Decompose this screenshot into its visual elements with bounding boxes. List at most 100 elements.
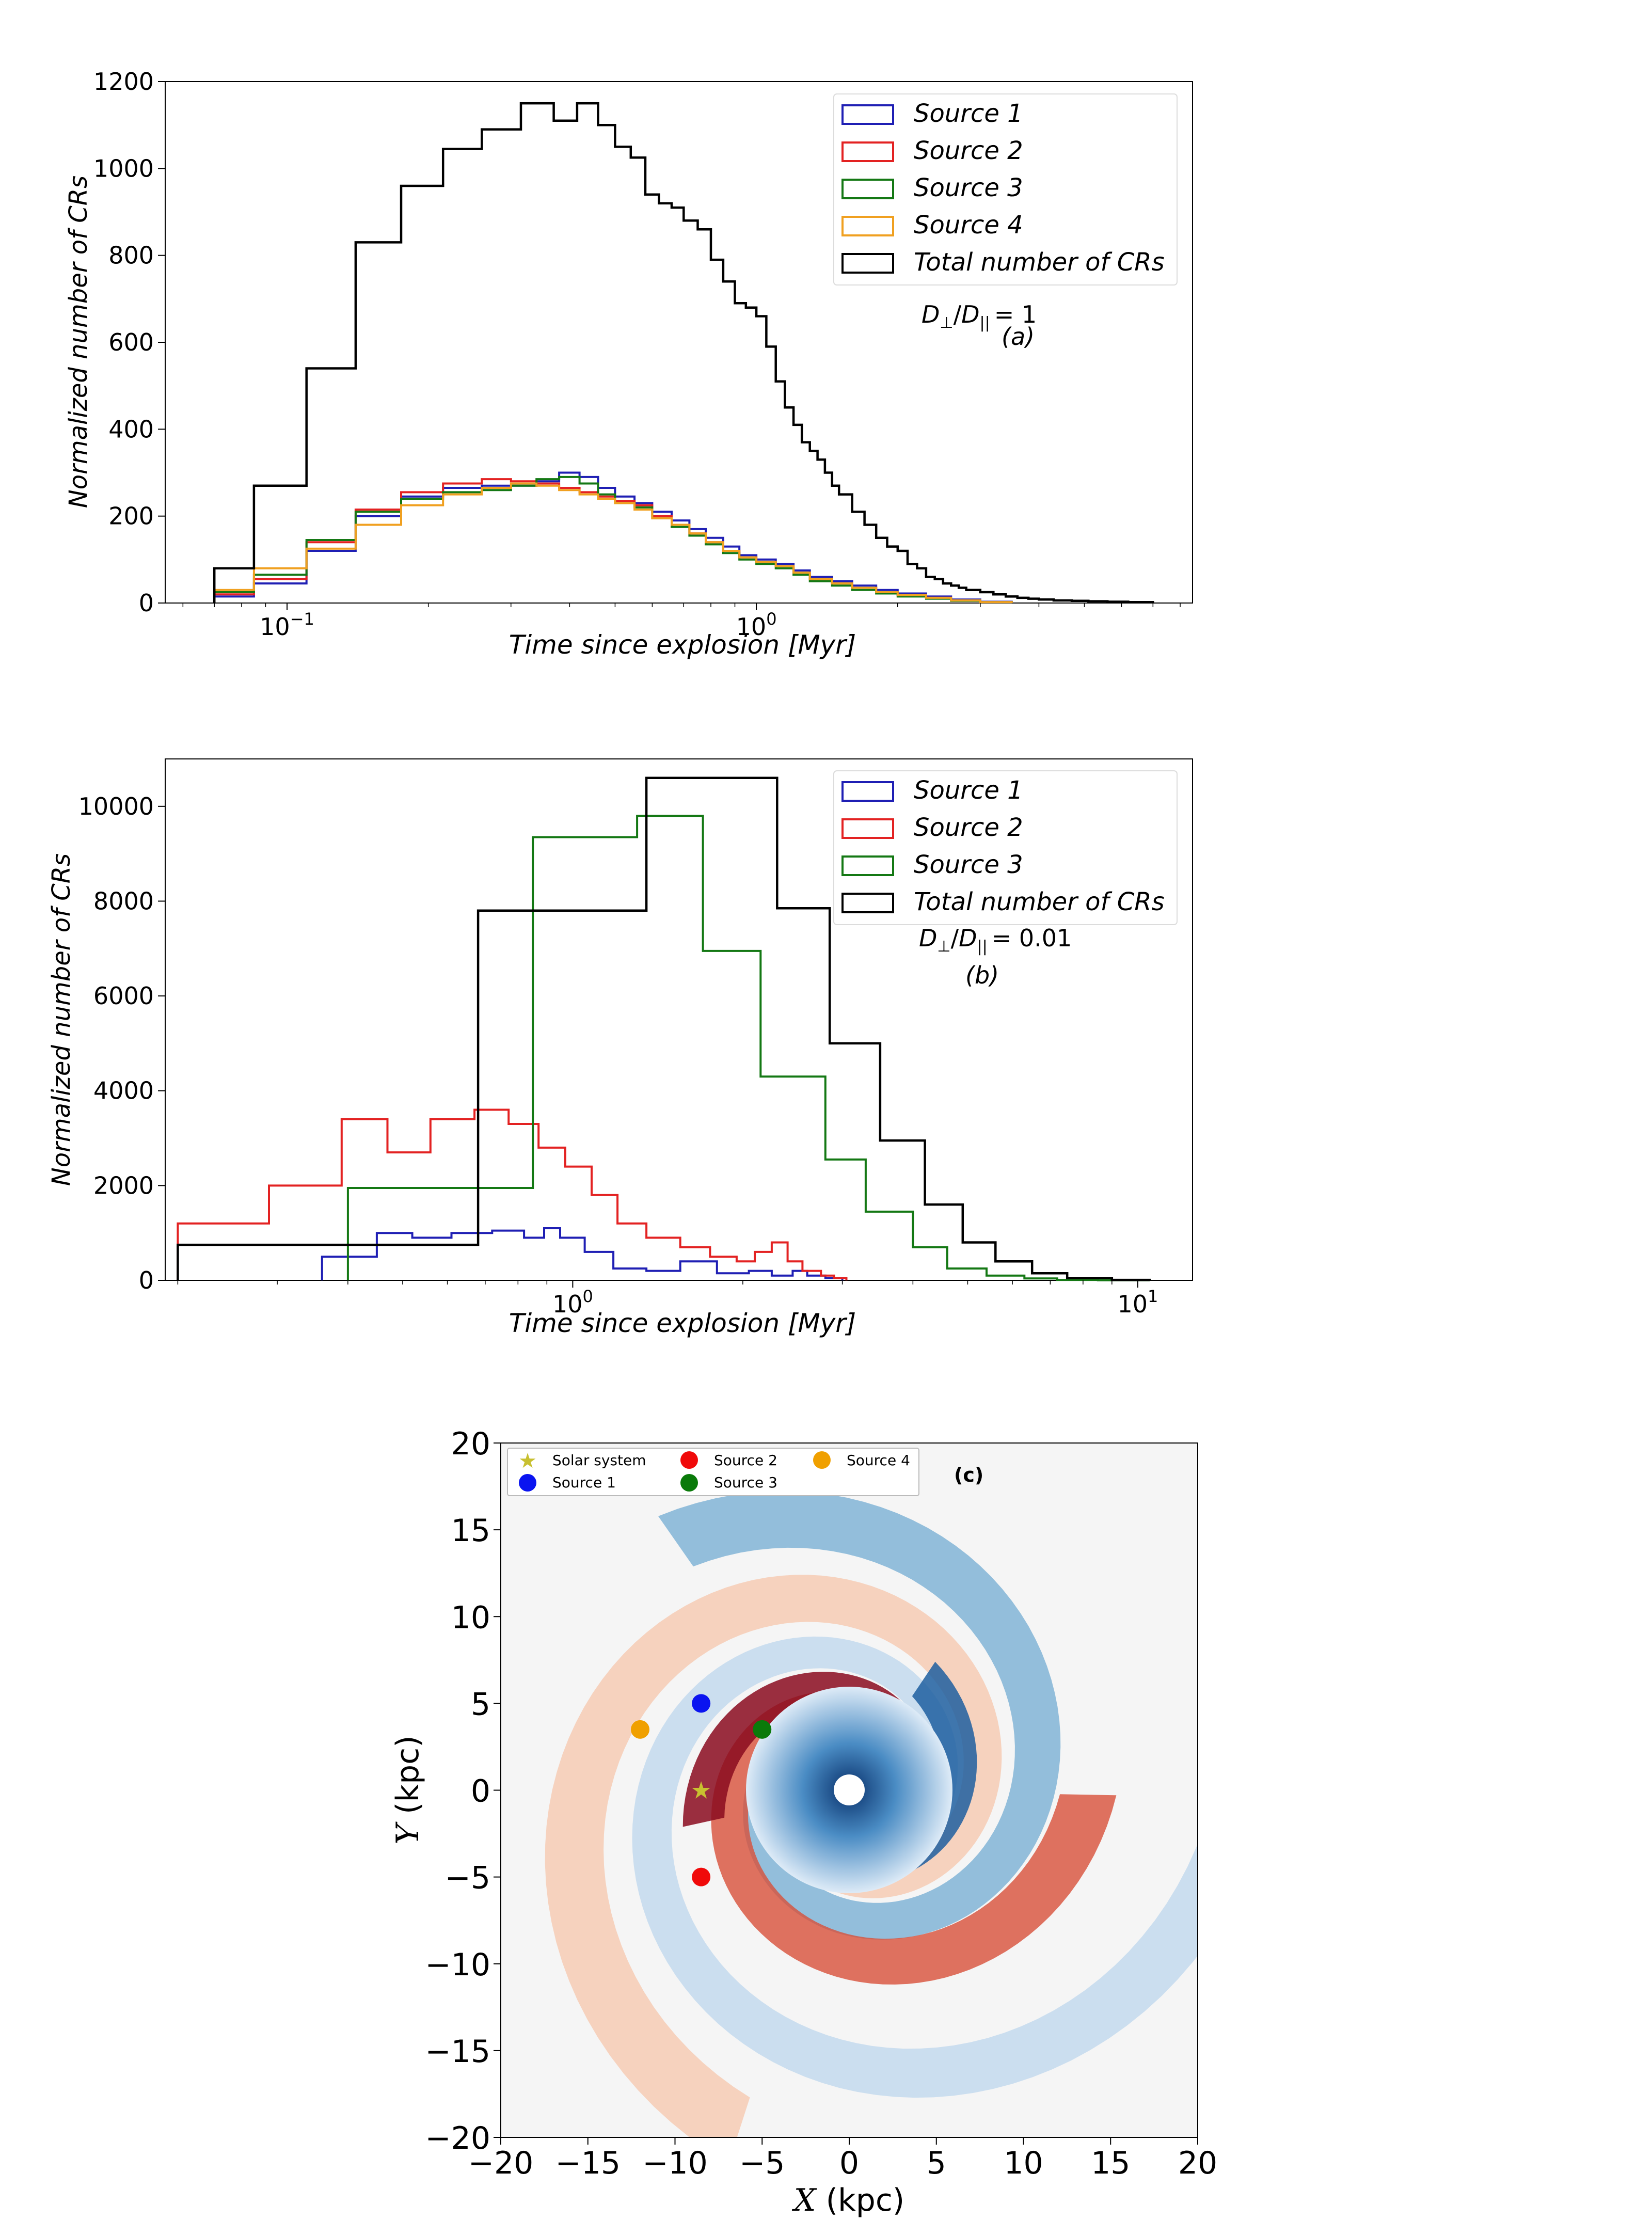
- panel-a-ratio-label: D⊥/D|| = 1: [922, 300, 1037, 332]
- ytick-label: 4000: [93, 1077, 154, 1105]
- hist-source-4: [213, 482, 1013, 604]
- panel-b-xticks: 100 101: [177, 1280, 1158, 1318]
- point-source-1: [692, 1694, 711, 1713]
- panel-a-legend-box: [833, 93, 1178, 286]
- panel-b-legend-box: [833, 770, 1178, 925]
- panel-b-ylabel: Normalized number of CRs: [47, 853, 76, 1186]
- panel-a-xticks: 10−1 100: [182, 603, 1181, 641]
- legend-label-source-3: Source 3: [714, 1474, 777, 1491]
- ytick-label: 1200: [93, 68, 154, 96]
- xtick-label: 5: [927, 2145, 946, 2181]
- xtick-label: 100: [552, 1287, 593, 1318]
- ytick-label: −10: [425, 1947, 490, 1983]
- legend-label-source-2: Source 2: [914, 813, 1023, 842]
- legend-label-solar-system: Solar system: [552, 1452, 646, 1469]
- ytick-label: 0: [139, 589, 154, 617]
- arm-red-mid: [711, 1691, 1117, 1985]
- ytick-label: 20: [451, 1426, 490, 1462]
- point-source-3: [753, 1720, 772, 1739]
- xtick-label: 15: [1091, 2145, 1130, 2181]
- xtick-label: −15: [555, 2145, 621, 2181]
- ytick-label: −15: [425, 2034, 490, 2070]
- legend-label-source-2: Source 2: [914, 136, 1023, 165]
- galactic-center-hole: [834, 1774, 865, 1805]
- legend-swatch-source-2: [841, 141, 894, 162]
- xtick-label: 100: [736, 609, 777, 641]
- ytick-label: 5: [471, 1686, 490, 1722]
- panel-c-spiral-field: [545, 1491, 1198, 2137]
- panel-b-annotation: (b): [965, 961, 999, 989]
- panel-b-frame: [165, 758, 1193, 1281]
- ytick-label: 600: [108, 328, 154, 356]
- ytick-label: 10: [451, 1599, 490, 1636]
- panel-a-annotation: (a): [1002, 323, 1035, 351]
- legend-swatch-source-4: [841, 216, 894, 236]
- panel-c-xlabel: X (kpc): [792, 2182, 904, 2218]
- panel-c-ylabel: Y (kpc): [390, 1735, 426, 1844]
- legend-label-source-3: Source 3: [914, 850, 1023, 879]
- legend-label-total: Total number of CRs: [914, 248, 1165, 277]
- point-source-4: [631, 1720, 649, 1739]
- panel-b-legend: Source 1 Source 2 Source 3 Total number …: [833, 770, 1178, 925]
- legend-label-source-3: Source 3: [914, 173, 1023, 202]
- ytick-label: 6000: [93, 982, 154, 1010]
- xtick-label: −10: [642, 2145, 708, 2181]
- panel-c-points: ★: [631, 1694, 772, 1886]
- panel-c-galaxy-map: ★ −20 −15 −10 −5 0 5 10 15 20 −20 −15 −10 −5 0 5 10 15 2…: [390, 1426, 1217, 2218]
- legend-swatch-source-3: [841, 855, 894, 876]
- ytick-label: 2000: [93, 1171, 154, 1199]
- panel-a-legend: Source 1 Source 2 Source 3 Source 4 Tota…: [833, 93, 1178, 286]
- panel-c-yticks: −20 −15 −10 −5 0 5 10 15 20: [425, 1426, 501, 2156]
- legend-marker-source-2: [680, 1451, 698, 1469]
- hist-source-1: [213, 471, 1013, 603]
- panel-a-xlabel: Time since explosion [Myr]: [509, 630, 856, 660]
- hist-source-3: [346, 815, 1151, 1281]
- ytick-label: 8000: [93, 887, 154, 915]
- ytick-label: 15: [451, 1513, 490, 1549]
- ytick-label: −5: [445, 1860, 490, 1896]
- hist-source-2: [177, 1108, 848, 1280]
- xtick-label: −5: [739, 2145, 785, 2181]
- panel-c-xticks: −20 −15 −10 −5 0 5 10 15 20: [468, 2137, 1217, 2181]
- legend-marker-source-3: [680, 1474, 698, 1492]
- legend-swatch-source-1: [841, 104, 894, 125]
- legend-label-total: Total number of CRs: [914, 887, 1165, 916]
- ytick-label: 0: [471, 1773, 490, 1810]
- panel-b-ratio-label: D⊥/D|| = 0.01: [919, 924, 1072, 956]
- point-source-2: [692, 1867, 711, 1886]
- legend-label-source-1: Source 1: [914, 99, 1023, 128]
- panel-b-histogram: 0 2000 4000 6000 8000 10000 100 101 Time since…: [47, 758, 1193, 1338]
- panel-c-annotation: (c): [954, 1464, 983, 1486]
- legend-marker-source-1: [519, 1474, 536, 1492]
- legend-marker-solar-system: ★: [518, 1449, 537, 1473]
- panel-b-xlabel: Time since explosion [Myr]: [509, 1308, 856, 1338]
- xtick-label: −20: [468, 2145, 534, 2181]
- panel-a-histogram: 0 200 400 600 800 1000 1200 10−1 100 Time since…: [64, 68, 1193, 660]
- panel-a-ylabel: Normalized number of CRs: [64, 176, 93, 508]
- legend-label-source-1: Source 1: [914, 776, 1023, 805]
- hist-total: [213, 102, 1154, 604]
- xtick-label: 101: [1117, 1287, 1158, 1318]
- legend-label-source-4: Source 4: [914, 211, 1023, 240]
- legend-label-source-4: Source 4: [847, 1452, 910, 1469]
- panel-c-legend: ★ Solar system Source 1 Source 2 Source …: [507, 1448, 919, 1496]
- ytick-label: 10000: [78, 792, 154, 820]
- legend-marker-source-4: [813, 1451, 831, 1469]
- panel-b-yticks: 0 2000 4000 6000 8000 10000: [78, 792, 165, 1294]
- legend-label-source-2: Source 2: [714, 1452, 777, 1469]
- xtick-label: 10: [1004, 2145, 1043, 2181]
- hist-total: [177, 776, 1151, 1281]
- ytick-label: −20: [425, 2120, 490, 2156]
- xtick-label: 0: [839, 2145, 859, 2181]
- point-solar-system: ★: [691, 1777, 712, 1804]
- legend-swatch-source-1: [841, 781, 894, 802]
- legend-label-source-1: Source 1: [552, 1474, 616, 1491]
- xtick-label: 20: [1178, 2145, 1217, 2181]
- legend-swatch-source-3: [841, 179, 894, 199]
- panel-a-marks: [213, 102, 1154, 604]
- legend-swatch-source-2: [841, 818, 894, 839]
- panel-b-marks: [177, 776, 1151, 1281]
- ytick-label: 0: [139, 1266, 154, 1294]
- hist-source-1: [321, 1227, 844, 1280]
